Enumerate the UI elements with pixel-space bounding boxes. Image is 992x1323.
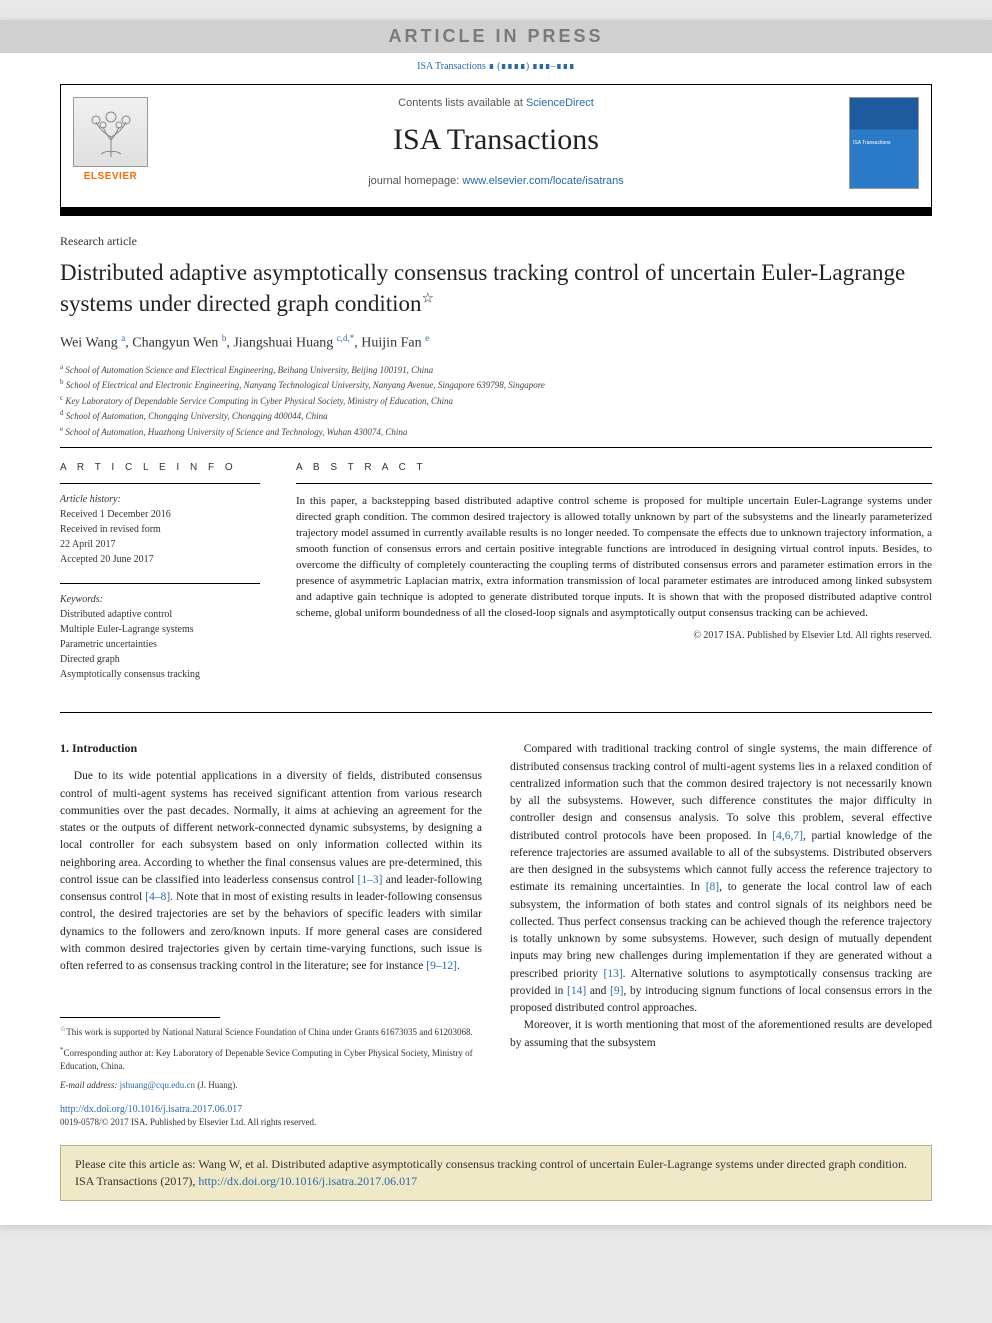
- affiliation-line: e School of Automation, Huazhong Univers…: [60, 424, 932, 440]
- cite-box: Please cite this article as: Wang W, et …: [60, 1145, 932, 1201]
- header-black-bar: [60, 208, 932, 216]
- keyword-line: Parametric uncertainties: [60, 637, 260, 652]
- cover-title: ISA Transactions: [850, 98, 918, 146]
- contents-line: Contents lists available at ScienceDirec…: [73, 97, 919, 109]
- homepage-line: journal homepage: www.elsevier.com/locat…: [73, 175, 919, 187]
- footnote-text-run: This work is supported by National Natur…: [66, 1027, 472, 1037]
- journal-name: ISA Transactions: [73, 123, 919, 157]
- right-column: Compared with traditional tracking contr…: [510, 741, 932, 1092]
- affiliation-line: b School of Electrical and Electronic En…: [60, 377, 932, 393]
- footnote-corresponding: *Corresponding author at: Key Laboratory…: [60, 1045, 482, 1073]
- journal-header-box: ELSEVIER ISA Transactions Contents lists…: [60, 84, 932, 208]
- history-line: Accepted 20 June 2017: [60, 552, 260, 567]
- paper-page: ARTICLE IN PRESS ISA Transactions ∎ (∎∎∎…: [0, 20, 992, 1225]
- ref-link[interactable]: [9–12]: [426, 960, 457, 972]
- article-history: Article history: Received 1 December 201…: [60, 492, 260, 567]
- article-type: Research article: [60, 234, 932, 249]
- abstract-heading: A B S T R A C T: [296, 462, 932, 473]
- divider: [296, 483, 932, 484]
- history-line: Received in revised form: [60, 522, 260, 537]
- text-run: and: [586, 985, 610, 997]
- ref-link[interactable]: [4–8]: [145, 891, 170, 903]
- abstract-text: In this paper, a backstepping based dist…: [296, 494, 932, 622]
- contents-prefix: Contents lists available at: [398, 97, 526, 109]
- keyword-line: Directed graph: [60, 652, 260, 667]
- history-line: 22 April 2017: [60, 537, 260, 552]
- sciencedirect-link[interactable]: ScienceDirect: [526, 97, 594, 109]
- divider: [60, 712, 932, 713]
- history-label: Article history:: [60, 492, 260, 507]
- journal-cover-thumbnail: ISA Transactions: [849, 97, 919, 189]
- divider: [60, 483, 260, 484]
- text-run: .: [457, 960, 460, 972]
- doi-link[interactable]: http://dx.doi.org/10.1016/j.isatra.2017.…: [60, 1104, 242, 1115]
- affiliation-line: a School of Automation Science and Elect…: [60, 362, 932, 378]
- text-run: Compared with traditional tracking contr…: [510, 743, 932, 841]
- affiliations: a School of Automation Science and Elect…: [60, 362, 932, 440]
- elsevier-logo: ELSEVIER: [73, 97, 148, 192]
- article-title: Distributed adaptive asymptotically cons…: [60, 257, 932, 319]
- ref-link[interactable]: [4,6,7]: [772, 830, 803, 842]
- body-columns: 1. Introduction Due to its wide potentia…: [60, 741, 932, 1092]
- doi-line: http://dx.doi.org/10.1016/j.isatra.2017.…: [60, 1104, 932, 1115]
- footnote-text-run: Corresponding author at: Key Laboratory …: [60, 1048, 473, 1071]
- keyword-line: Asymptotically consensus tracking: [60, 667, 260, 682]
- affiliation-line: d School of Automation, Chongqing Univer…: [60, 408, 932, 424]
- article-info-heading: A R T I C L E I N F O: [60, 462, 260, 473]
- keywords-block: Keywords: Distributed adaptive controlMu…: [60, 592, 260, 682]
- email-link[interactable]: jshuang@cqu.edu.cn: [120, 1080, 195, 1090]
- ref-link[interactable]: [8]: [706, 881, 719, 893]
- title-text: Distributed adaptive asymptotically cons…: [60, 260, 905, 316]
- footnote-funding: ☆This work is supported by National Natu…: [60, 1024, 482, 1039]
- authors-line: Wei Wang a, Changyun Wen b, Jiangshuai H…: [60, 333, 932, 352]
- text-run: . Note that in most of existing results …: [60, 891, 482, 972]
- ref-link[interactable]: [1–3]: [358, 874, 383, 886]
- divider: [60, 447, 932, 448]
- email-label: E-mail address:: [60, 1080, 120, 1090]
- left-column: 1. Introduction Due to its wide potentia…: [60, 741, 482, 1092]
- elsevier-tree-icon: [73, 97, 148, 167]
- text-run: Due to its wide potential applications i…: [60, 770, 482, 886]
- keyword-line: Multiple Euler-Lagrange systems: [60, 622, 260, 637]
- footnotes-rule: [60, 1017, 220, 1018]
- cite-doi-link[interactable]: http://dx.doi.org/10.1016/j.isatra.2017.…: [198, 1174, 417, 1188]
- right-paragraph-1: Compared with traditional tracking contr…: [510, 741, 932, 1052]
- keywords-label: Keywords:: [60, 592, 260, 607]
- ref-link[interactable]: [14]: [567, 985, 586, 997]
- keyword-line: Distributed adaptive control: [60, 607, 260, 622]
- article-info-column: A R T I C L E I N F O Article history: R…: [60, 462, 260, 698]
- footnote-email: E-mail address: jshuang@cqu.edu.cn (J. H…: [60, 1079, 482, 1092]
- abstract-copyright: © 2017 ISA. Published by Elsevier Ltd. A…: [296, 630, 932, 641]
- affiliation-line: c Key Laboratory of Dependable Service C…: [60, 393, 932, 409]
- ref-link[interactable]: [13]: [603, 968, 622, 980]
- intro-heading: 1. Introduction: [60, 741, 482, 756]
- text-run: Moreover, it is worth mentioning that mo…: [510, 1019, 932, 1048]
- rights-line: 0019-0578/© 2017 ISA. Published by Elsev…: [60, 1117, 932, 1127]
- text-run: (J. Huang).: [195, 1080, 238, 1090]
- ref-link[interactable]: [9]: [610, 985, 623, 997]
- homepage-prefix: journal homepage:: [368, 175, 462, 187]
- citation-line: ISA Transactions ∎ (∎∎∎∎) ∎∎∎–∎∎∎: [0, 53, 992, 80]
- elsevier-text: ELSEVIER: [73, 171, 148, 182]
- abstract-column: A B S T R A C T In this paper, a backste…: [296, 462, 932, 698]
- divider: [60, 583, 260, 584]
- press-banner: ARTICLE IN PRESS: [0, 20, 992, 53]
- history-line: Received 1 December 2016: [60, 507, 260, 522]
- title-footnote-star: ☆: [422, 291, 435, 306]
- intro-paragraph: Due to its wide potential applications i…: [60, 768, 482, 975]
- text-run: , to generate the local control law of e…: [510, 881, 932, 979]
- homepage-link[interactable]: www.elsevier.com/locate/isatrans: [462, 175, 623, 187]
